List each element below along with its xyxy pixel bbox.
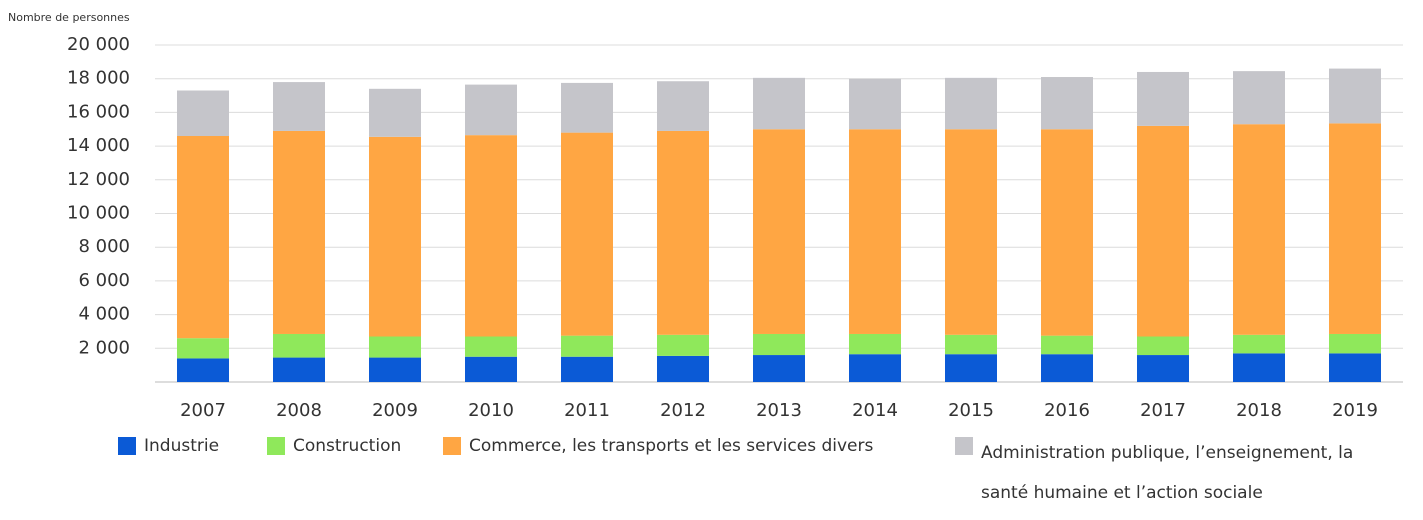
y-tick-label: 14 000	[67, 135, 130, 156]
x-tick-label: 2007	[180, 400, 226, 421]
x-tick-label: 2013	[756, 400, 802, 421]
bar-segment	[753, 129, 805, 334]
legend-swatch	[267, 437, 285, 455]
bar-segment	[1041, 335, 1093, 355]
bar-segment	[657, 130, 709, 335]
chart: Nombre de personnes 2 000 4 000 6 000 8 000…	[8, 11, 1403, 421]
bar-segment	[945, 334, 997, 355]
legend: Industrie Construction Commerce, les trans…	[118, 433, 1408, 513]
bar-segment	[177, 358, 229, 382]
x-tick-label: 2014	[852, 400, 898, 421]
bar-segment	[753, 333, 805, 356]
y-tick-label: 16 000	[67, 101, 130, 122]
y-tick-label: 8 000	[78, 236, 130, 257]
y-tick-label: 10 000	[67, 203, 130, 224]
bar-segment	[753, 77, 805, 130]
bar-segment	[849, 129, 901, 334]
bar-segment	[849, 333, 901, 355]
bar-segment	[1137, 71, 1189, 126]
x-tick-label: 2015	[948, 400, 994, 421]
legend-label: Industrie	[144, 436, 220, 456]
y-tick-label: 6 000	[78, 270, 130, 291]
bar-segment	[369, 336, 421, 358]
bar-segment	[273, 82, 325, 131]
y-tick-label: 2 000	[78, 337, 130, 358]
x-tick-label: 2009	[372, 400, 418, 421]
legend-swatch	[955, 437, 973, 455]
bar-segment	[273, 333, 325, 358]
bar-segment	[1329, 68, 1381, 124]
bar-segment	[945, 77, 997, 130]
legend-label: Commerce, les transports et les services…	[469, 436, 874, 456]
bar-segment	[273, 130, 325, 334]
legend-item: Commerce, les transports et les services…	[443, 433, 943, 459]
bar-segment	[849, 354, 901, 382]
bar-segment	[561, 82, 613, 133]
bar-segment	[1329, 123, 1381, 334]
bar-segment	[177, 90, 229, 136]
x-tick-label: 2010	[468, 400, 514, 421]
bar-segment	[369, 357, 421, 382]
legend-item: Industrie	[118, 433, 258, 459]
bar-segment	[1233, 334, 1285, 354]
bar-segment	[177, 135, 229, 339]
x-tick-label: 2012	[660, 400, 706, 421]
bar-segment	[465, 356, 517, 382]
bar-segment	[1137, 355, 1189, 382]
x-tick-label: 2016	[1044, 400, 1090, 421]
x-tick-label: 2011	[564, 400, 610, 421]
bar-segment	[465, 84, 517, 136]
y-tick-label: 20 000	[67, 34, 130, 55]
y-axis-label: Nombre de personnes	[8, 11, 130, 24]
y-tick-label: 12 000	[67, 169, 130, 190]
bar-segment	[849, 78, 901, 130]
x-tick-label: 2017	[1140, 400, 1186, 421]
legend-item: Construction	[267, 433, 437, 459]
bar-segment	[1329, 353, 1381, 382]
bar-segment	[1329, 333, 1381, 354]
bar-segment	[1137, 125, 1189, 337]
legend-item: Administration publique, l’enseignement,…	[955, 433, 1375, 513]
y-tick-label: 4 000	[78, 304, 130, 325]
bar-segment	[945, 129, 997, 335]
bar-segment	[177, 338, 229, 359]
bar-segment	[369, 88, 421, 137]
bar-segment	[273, 357, 325, 382]
bar-segment	[1137, 336, 1189, 356]
x-tick-label: 2018	[1236, 400, 1282, 421]
legend-swatch	[118, 437, 136, 455]
bar-segment	[1233, 124, 1285, 335]
bar-segment	[465, 135, 517, 337]
bar-segment	[657, 81, 709, 131]
bar-segment	[1041, 354, 1093, 382]
bar-segment	[657, 355, 709, 382]
y-tick-label: 18 000	[67, 68, 130, 89]
bar-segment	[753, 355, 805, 382]
x-tick-label: 2019	[1332, 400, 1378, 421]
bar-segment	[561, 356, 613, 382]
bar-segment	[1233, 71, 1285, 125]
bar-segment	[465, 336, 517, 357]
bar-segment	[1041, 77, 1093, 130]
bar-segment	[369, 136, 421, 337]
legend-label: Construction	[293, 436, 402, 456]
bar-segment	[657, 334, 709, 356]
bar-segment	[561, 132, 613, 336]
legend-swatch	[443, 437, 461, 455]
bar-segment	[945, 354, 997, 382]
bar-segment	[561, 335, 613, 357]
x-tick-label: 2008	[276, 400, 322, 421]
bar-segment	[1233, 353, 1285, 382]
bar-segment	[1041, 129, 1093, 336]
legend-label: Administration publique, l’enseignement,…	[981, 443, 1354, 503]
